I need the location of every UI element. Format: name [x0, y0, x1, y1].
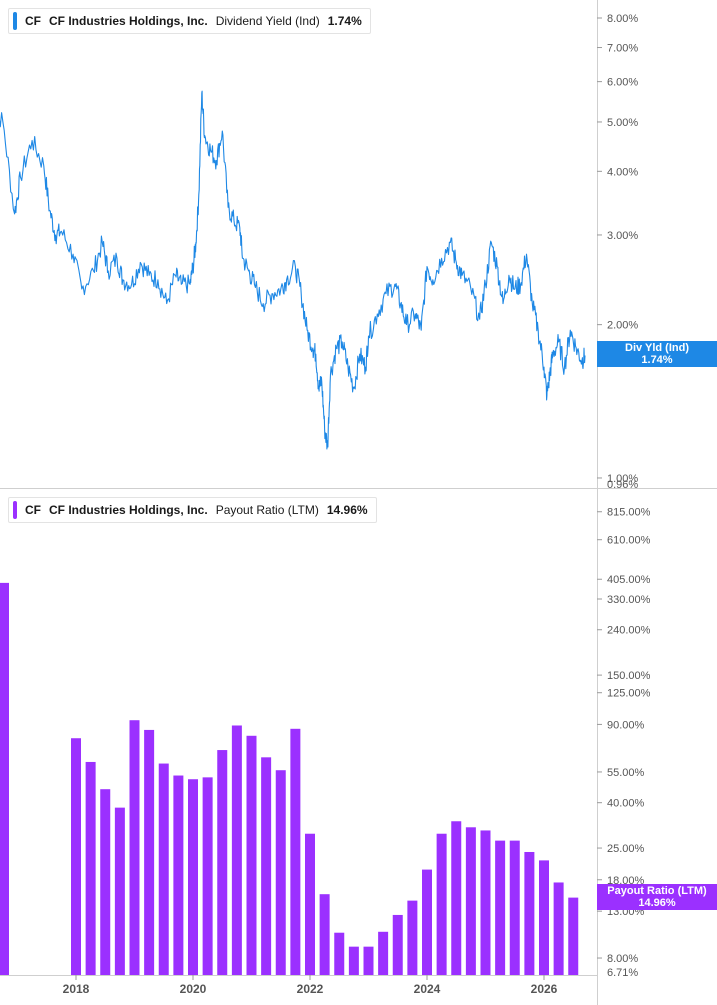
- payout-ratio-bar: [71, 738, 81, 975]
- legend-swatch-purple: [13, 501, 17, 519]
- payout-ratio-bar: [465, 827, 476, 975]
- y-tick-label: 5.00%: [607, 117, 638, 129]
- y-tick-label: 40.00%: [607, 798, 645, 810]
- y-tick-label: 4.00%: [607, 166, 638, 178]
- x-tick-label: 2020: [180, 982, 207, 996]
- x-tick-label: 2018: [63, 982, 90, 996]
- y-tick-label: 90.00%: [607, 719, 645, 731]
- payout-ratio-bar: [319, 894, 330, 975]
- last-value-tag-dividend-yield: Div Yld (Ind) 1.74%: [597, 341, 717, 367]
- payout-ratio-bar: [509, 840, 520, 975]
- payout-ratio-bar: [290, 728, 301, 975]
- payout-ratio-bar: [188, 779, 198, 975]
- payout-ratio-bar: [348, 946, 359, 975]
- y-tick-label: 150.00%: [607, 670, 651, 682]
- legend-company: CF Industries Holdings, Inc.: [49, 14, 208, 28]
- legend-metric: Dividend Yield (Ind): [215, 14, 320, 28]
- legend-company: CF Industries Holdings, Inc.: [49, 503, 208, 517]
- payout-ratio-bar: [129, 720, 140, 975]
- payout-ratio-bar: [553, 882, 564, 975]
- payout-ratio-bar: [407, 900, 418, 975]
- payout-ratio-bar: [261, 757, 272, 975]
- y-tick-label: 330.00%: [607, 594, 651, 606]
- x-tick-label: 2026: [531, 982, 558, 996]
- payout-ratio-bar: [436, 833, 447, 975]
- payout-ratio-bar: [173, 775, 184, 975]
- y-tick-label: 2.00%: [607, 320, 638, 332]
- payout-ratio-bar: [334, 932, 345, 975]
- legend-metric: Payout Ratio (LTM): [215, 503, 319, 517]
- legend-ticker: CF: [25, 503, 41, 517]
- payout-ratio-bar: [495, 840, 506, 975]
- dividend-yield-line: [0, 90, 586, 450]
- y-tick-label: 405.00%: [607, 574, 651, 586]
- payout-ratio-bar: [524, 851, 535, 975]
- payout-ratio-bar: [480, 830, 491, 975]
- payout-ratio-bar: [158, 763, 169, 975]
- y-tick-label: 55.00%: [607, 767, 645, 779]
- legend-payout-ratio: CF CF Industries Holdings, Inc. Payout R…: [8, 497, 377, 523]
- y-tick-label: 7.00%: [607, 43, 638, 55]
- y-tick-label: 6.00%: [607, 77, 638, 89]
- legend-value: 14.96%: [326, 503, 368, 517]
- payout-ratio-bar: [305, 833, 315, 975]
- tag-label: Payout Ratio (LTM): [607, 885, 707, 897]
- payout-ratio-bar: [0, 582, 9, 975]
- last-value-tag-payout-ratio: Payout Ratio (LTM) 14.96%: [597, 884, 717, 910]
- tag-label: Div Yld (Ind): [625, 342, 689, 354]
- y-tick-label: 8.00%: [607, 13, 638, 25]
- payout-ratio-bar: [275, 770, 286, 975]
- payout-ratio-bar: [451, 821, 462, 975]
- y-axis-min-label: 6.71%: [607, 967, 638, 979]
- y-tick-label: 3.00%: [607, 230, 638, 242]
- payout-ratio-bar: [100, 789, 111, 975]
- y-tick-label: 125.00%: [607, 688, 651, 700]
- x-tick-label: 2024: [414, 982, 441, 996]
- payout-ratio-bar: [114, 807, 125, 975]
- payout-ratio-bar: [392, 914, 403, 975]
- payout-ratio-bar: [568, 897, 579, 975]
- y-tick-label: 8.00%: [607, 953, 638, 965]
- legend-swatch-blue: [13, 12, 17, 30]
- payout-ratio-bar: [217, 750, 228, 975]
- payout-ratio-bar: [422, 869, 432, 975]
- payout-ratio-bar: [85, 761, 96, 975]
- payout-ratio-bar: [231, 725, 242, 975]
- payout-ratio-bar: [144, 729, 155, 975]
- y-tick-label: 25.00%: [607, 843, 645, 855]
- y-tick-label: 815.00%: [607, 507, 651, 519]
- legend-value: 1.74%: [327, 14, 362, 28]
- y-tick-label: 18.00%: [607, 875, 645, 887]
- tag-value: 1.74%: [641, 354, 673, 366]
- legend-dividend-yield: CF CF Industries Holdings, Inc. Dividend…: [8, 8, 371, 34]
- y-tick-label: 240.00%: [607, 625, 651, 637]
- legend-ticker: CF: [25, 14, 41, 28]
- y-tick-label: 610.00%: [607, 535, 651, 547]
- payout-ratio-bar: [202, 777, 213, 975]
- payout-ratio-bar: [363, 946, 374, 975]
- payout-ratio-bar: [378, 931, 389, 975]
- y-axis-min-label: 0.96%: [607, 479, 638, 491]
- payout-ratio-bar: [539, 860, 549, 975]
- x-tick-label: 2022: [297, 982, 324, 996]
- tag-value: 14.96%: [638, 897, 676, 909]
- y-tick-label: 1.00%: [607, 473, 638, 485]
- payout-ratio-bar: [246, 735, 257, 975]
